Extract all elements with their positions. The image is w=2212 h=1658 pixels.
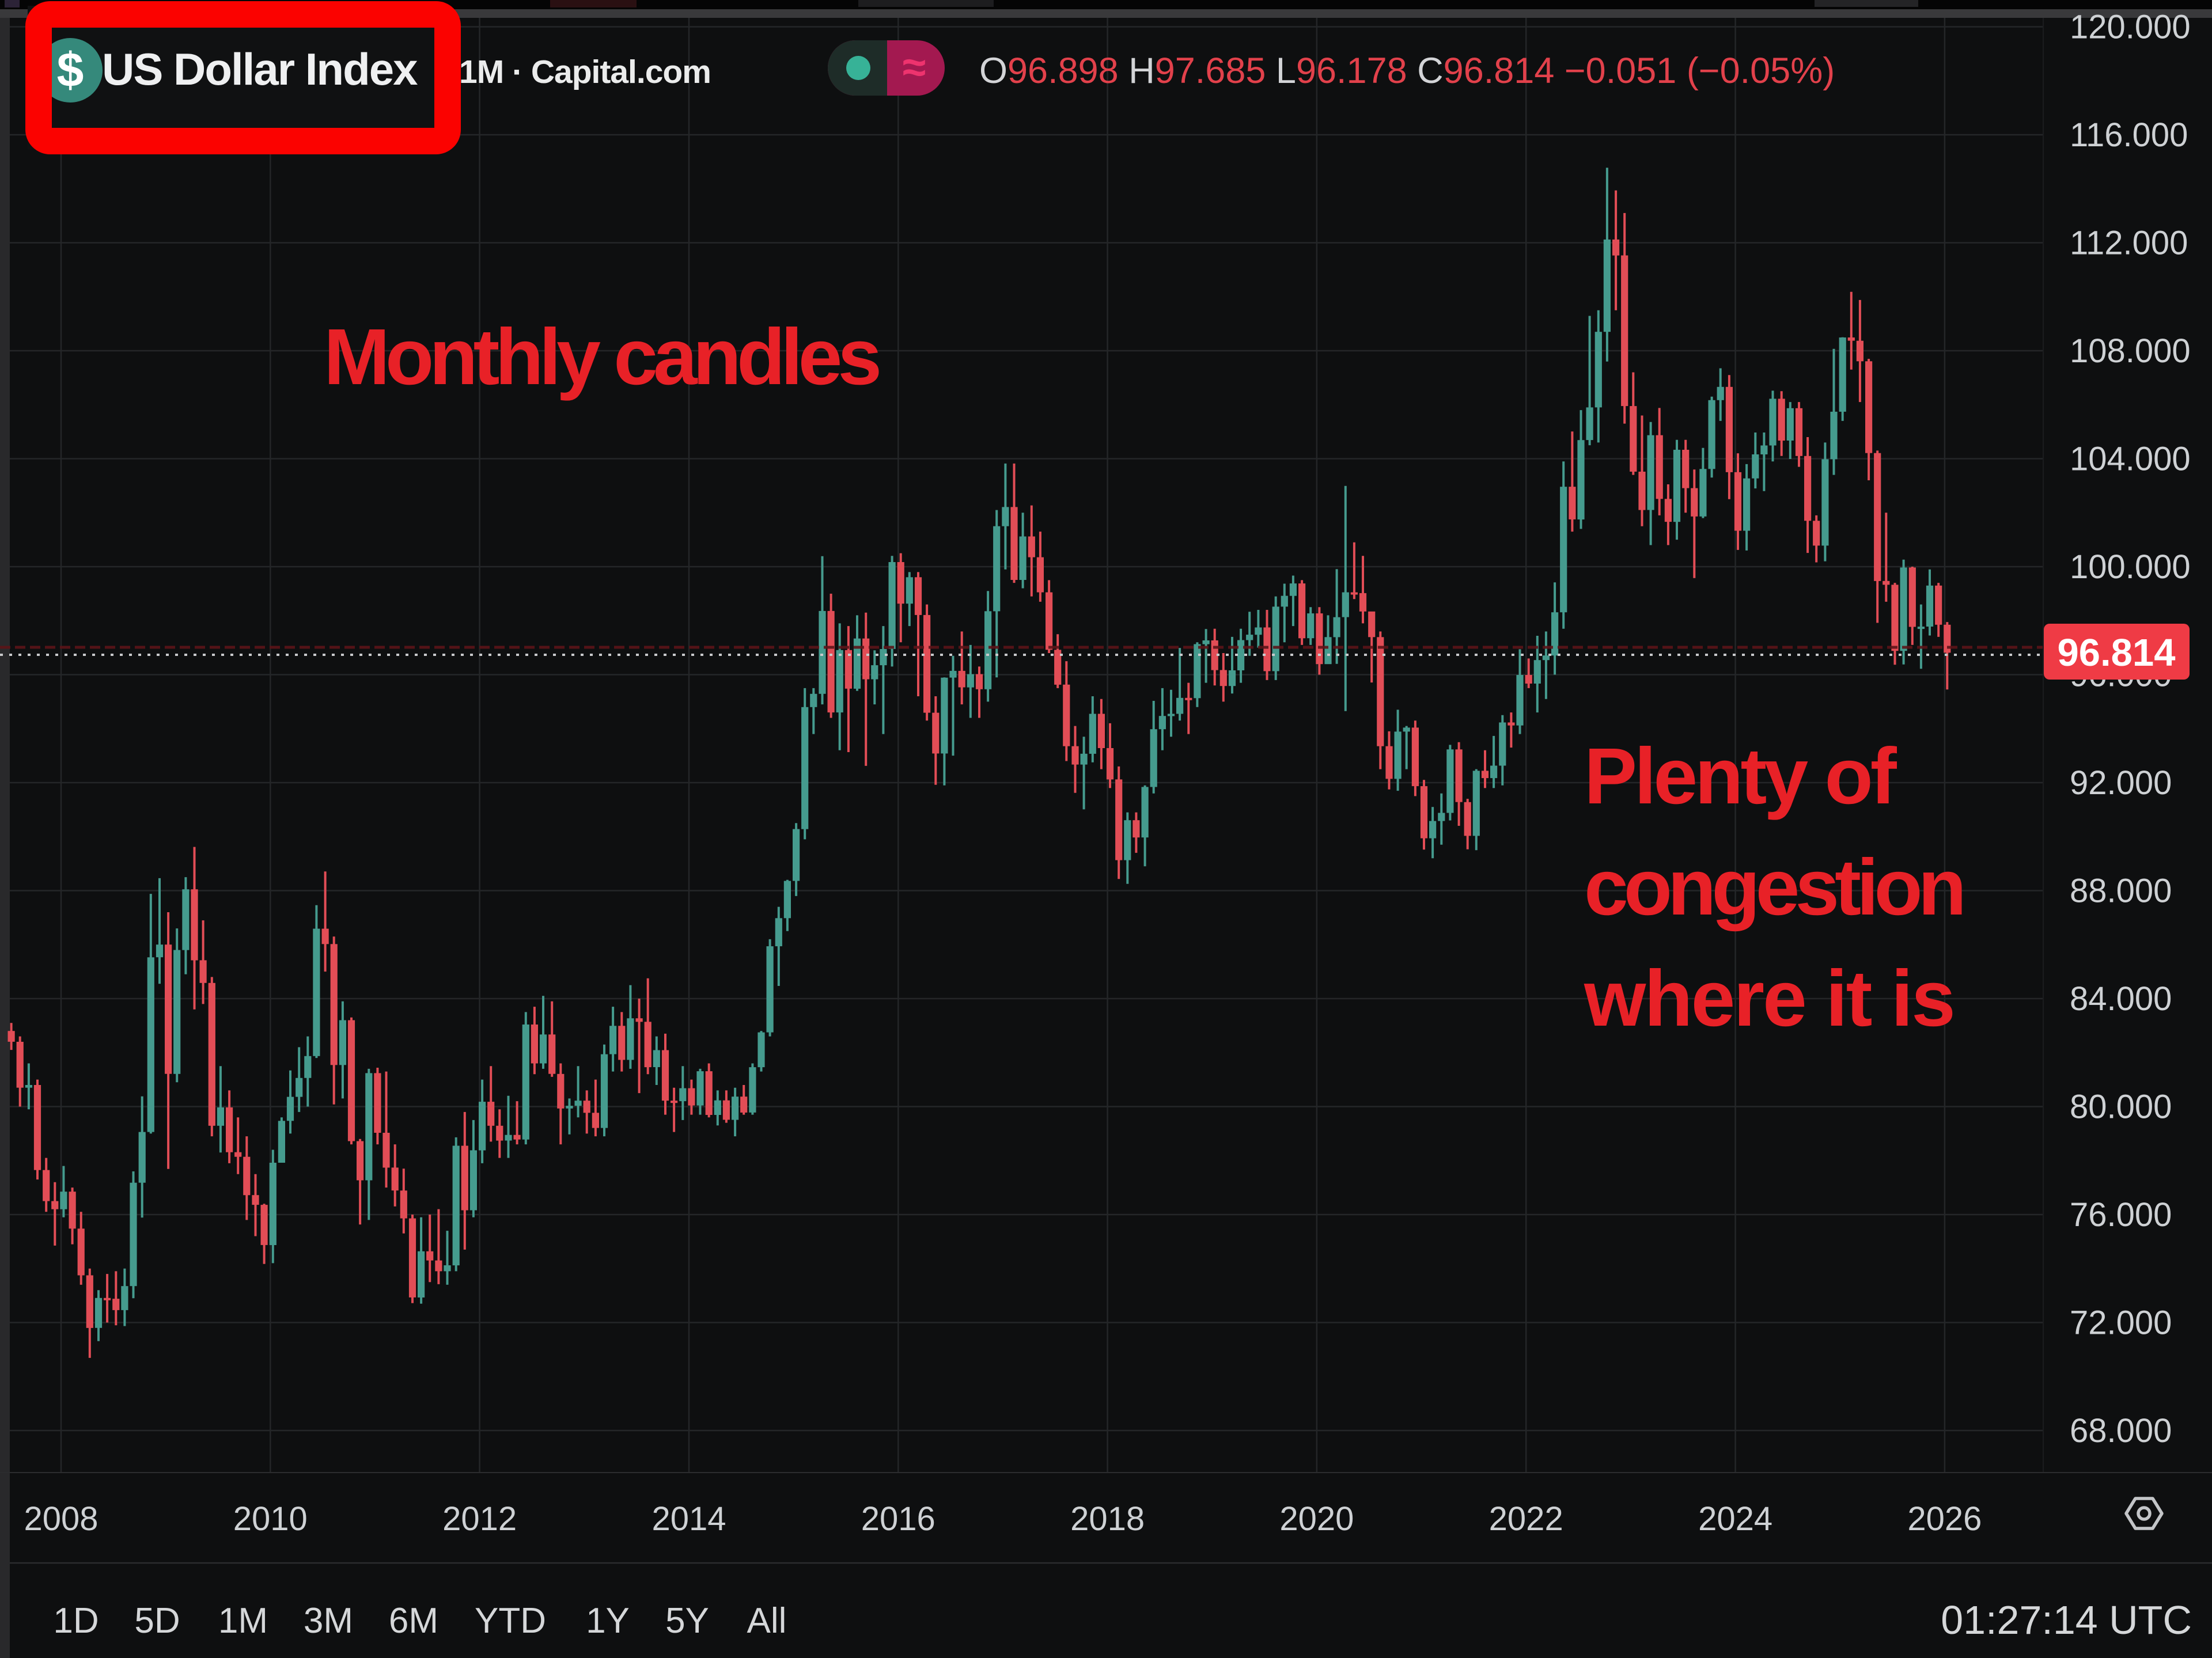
svg-text:1D: 1D [53,1601,99,1641]
svg-text:2018: 2018 [1070,1500,1145,1538]
svg-text:01:27:14 UTC: 01:27:14 UTC [1941,1598,2192,1642]
svg-text:All: All [747,1601,787,1641]
svg-text:Monthly candles: Monthly candles [324,313,879,401]
svg-text:92.000: 92.000 [2070,764,2172,802]
svg-text:2008: 2008 [24,1500,98,1538]
svg-text:1Y: 1Y [586,1601,630,1641]
svg-text:2022: 2022 [1489,1500,1563,1538]
svg-text:≈: ≈ [903,43,926,91]
svg-text:$: $ [57,43,84,97]
svg-text:2014: 2014 [652,1500,726,1538]
svg-text:where it is: where it is [1584,954,1954,1043]
svg-text:Plenty of: Plenty of [1584,732,1897,821]
svg-text:80.000: 80.000 [2070,1088,2172,1126]
svg-text:2026: 2026 [1907,1500,1982,1538]
svg-text:1M: 1M [218,1601,268,1641]
svg-text:2024: 2024 [1698,1500,1772,1538]
svg-text:O96.898 H97.685 L96.178 C96.81: O96.898 H97.685 L96.178 C96.814 −0.051 (… [979,51,1835,91]
svg-text:2012: 2012 [442,1500,517,1538]
svg-text:72.000: 72.000 [2070,1304,2172,1342]
svg-text:congestion: congestion [1584,843,1962,932]
svg-text:100.000: 100.000 [2070,548,2191,586]
svg-text:88.000: 88.000 [2070,872,2172,910]
svg-text:84.000: 84.000 [2070,980,2172,1018]
svg-text:68.000: 68.000 [2070,1412,2172,1450]
svg-text:5Y: 5Y [665,1601,709,1641]
svg-text:116.000: 116.000 [2070,116,2188,154]
svg-text:5D: 5D [134,1601,180,1641]
svg-text:120.000: 120.000 [2070,9,2191,46]
svg-text:96.814: 96.814 [2058,631,2176,674]
svg-text:3M: 3M [304,1601,353,1641]
svg-text:76.000: 76.000 [2070,1196,2172,1234]
svg-text:1M · Capital.com: 1M · Capital.com [459,54,711,90]
svg-text:112.000: 112.000 [2070,225,2188,262]
svg-text:2020: 2020 [1279,1500,1354,1538]
svg-text:108.000: 108.000 [2070,332,2191,370]
svg-text:2010: 2010 [233,1500,308,1538]
svg-text:104.000: 104.000 [2070,441,2191,478]
svg-text:YTD: YTD [475,1601,546,1641]
svg-text:6M: 6M [389,1601,438,1641]
svg-text:US Dollar Index: US Dollar Index [102,44,418,94]
svg-text:2016: 2016 [861,1500,935,1538]
